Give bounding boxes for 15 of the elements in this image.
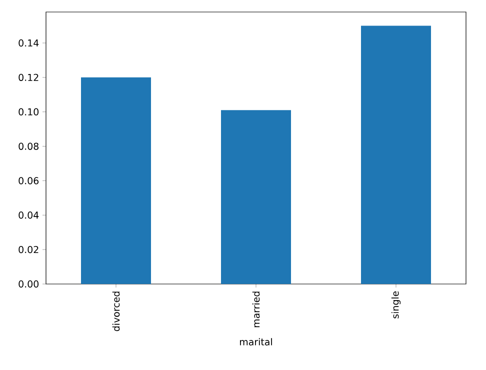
x-tick-label: married	[252, 292, 260, 328]
y-tick-label: 0.02	[18, 246, 38, 254]
bar	[221, 110, 292, 284]
bar	[81, 77, 151, 284]
bar	[361, 26, 432, 284]
y-tick-label: 0.08	[18, 142, 38, 150]
y-tick-label: 0.12	[18, 74, 38, 81]
y-tick-label: 0.14	[18, 39, 39, 47]
y-tick-label: 0.06	[18, 177, 39, 184]
x-tick-label: single	[391, 291, 401, 318]
x-tick-label: divorced	[112, 292, 120, 332]
y-tick-label: 0.04	[18, 212, 39, 219]
y-tick-label: 0.00	[18, 280, 39, 288]
y-tick-label: 0.10	[18, 108, 39, 116]
x-axis-title: marital	[240, 338, 272, 346]
